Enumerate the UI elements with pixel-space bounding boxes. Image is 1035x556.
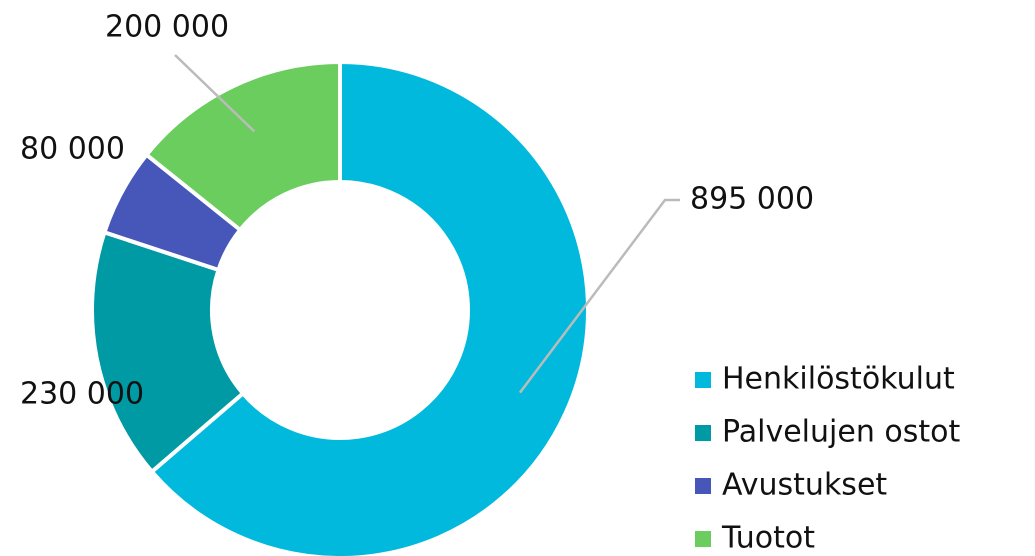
legend-label: Avustukset xyxy=(722,468,887,503)
leader-line xyxy=(518,198,680,394)
leader-line xyxy=(174,54,256,133)
legend-swatch xyxy=(695,425,711,441)
slice xyxy=(143,59,342,233)
legend-label: Palvelujen ostot xyxy=(722,415,960,450)
slice xyxy=(149,59,590,556)
legend-swatch xyxy=(695,478,711,494)
legend-swatch xyxy=(695,372,711,388)
data-label: 80 000 xyxy=(20,132,125,167)
slice xyxy=(90,229,246,475)
data-label: 200 000 xyxy=(105,10,229,45)
legend-swatch xyxy=(695,531,711,547)
legend-label: Henkilöstökulut xyxy=(722,362,955,397)
data-label: 230 000 xyxy=(20,377,144,412)
data-label: 895 000 xyxy=(690,182,814,217)
legend-label: Tuotot xyxy=(721,521,815,556)
